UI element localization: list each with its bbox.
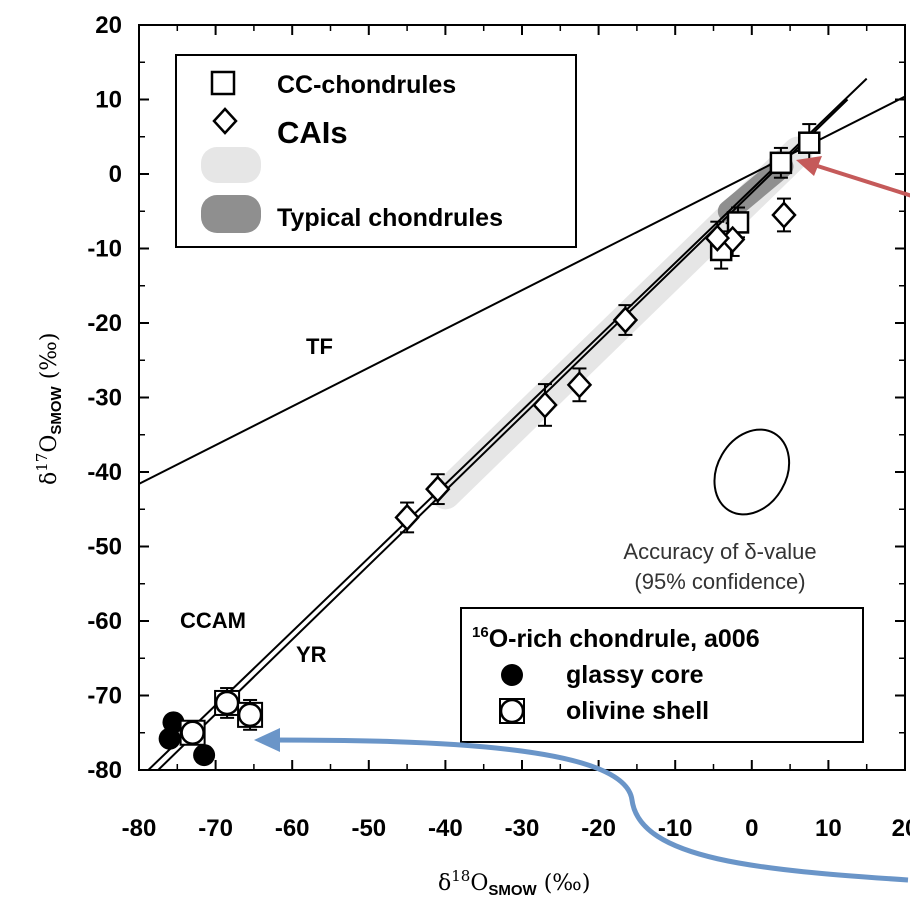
x-tick-label: -80 xyxy=(122,815,157,842)
x-tick-label: -60 xyxy=(275,815,310,842)
cai-point xyxy=(612,306,639,334)
cai-point xyxy=(532,391,558,419)
accuracy-note-line-1: Accuracy of δ-value xyxy=(623,539,816,564)
red-arrow xyxy=(807,161,910,198)
cai-point xyxy=(771,201,797,229)
legend-glassy-core: glassy core xyxy=(566,661,704,689)
legend-typical-chondrules: Typical chondrules xyxy=(277,204,503,232)
legend-bottom-title: 16O-rich chondrule, a006 xyxy=(472,624,760,653)
cai-point xyxy=(394,503,420,532)
x-tick-label: -50 xyxy=(351,815,386,842)
glassy-core-point xyxy=(193,744,216,767)
legend-olivine-shell: olivine shell xyxy=(566,697,709,725)
blue-arrowhead-icon xyxy=(254,728,280,752)
dark-band-swatch xyxy=(201,195,261,233)
red-arrowhead-icon xyxy=(796,156,822,176)
x-axis-title: δ18OSMOW (‰) xyxy=(438,867,590,899)
ccam-line xyxy=(146,77,868,770)
legend-bottom-box xyxy=(460,607,864,743)
olivine-shell-point xyxy=(214,690,240,716)
cai-point xyxy=(704,224,731,252)
cc-chondrule-point xyxy=(798,131,821,154)
square-marker-icon xyxy=(210,70,236,96)
cai-point xyxy=(566,370,593,399)
y-tick-label: 10 xyxy=(95,87,122,114)
olivine-shell-point xyxy=(180,720,205,745)
accuracy-note-line-2: (95% confidence) xyxy=(634,569,805,594)
filled-circle-marker-icon xyxy=(501,664,523,686)
olivine-shell-point xyxy=(237,702,263,728)
glassy-core-point xyxy=(158,727,181,750)
blue-arrow xyxy=(269,737,909,883)
y-tick-label: -70 xyxy=(87,683,122,710)
legend-bottom-title-rest: O-rich chondrule, a006 xyxy=(489,625,760,653)
yr-line-label: YR xyxy=(296,642,327,667)
tf-line-label: TF xyxy=(306,334,333,359)
cai-point xyxy=(425,475,451,503)
y-axis-title-group: δ17OSMOW (‰) xyxy=(33,333,65,485)
y-tick-label: 0 xyxy=(109,161,122,188)
legend-bottom-title-sup: 16 xyxy=(472,624,489,641)
legend-bottom: 16O-rich chondrule, a006 glassy core oli… xyxy=(460,607,864,743)
accuracy-ellipse xyxy=(713,428,791,516)
y-tick-label: -30 xyxy=(87,385,122,412)
x-tick-label: 10 xyxy=(815,815,842,842)
x-tick-label: 20 xyxy=(892,815,910,842)
cc-chondrule-point xyxy=(769,151,793,175)
y-tick-label: -50 xyxy=(87,534,122,561)
y-tick-label: -10 xyxy=(87,236,122,263)
glassy-core-point xyxy=(162,711,185,734)
legend-cc-chondrules: CC-chondrules xyxy=(277,71,456,99)
data-points xyxy=(158,131,821,767)
y-tick-label: -40 xyxy=(87,459,122,486)
axis-ticks: -80-70-60-50-40-30-20-100102020100-10-20… xyxy=(87,12,910,842)
y-axis-title: δ17OSMOW (‰) xyxy=(33,333,65,485)
x-tick-label: 0 xyxy=(745,815,758,842)
x-tick-label: -40 xyxy=(428,815,463,842)
y-tick-label: -20 xyxy=(87,310,122,337)
x-tick-label: -30 xyxy=(505,815,540,842)
x-tick-label: -70 xyxy=(198,815,233,842)
y-tick-label: -80 xyxy=(87,757,122,784)
diamond-marker-icon xyxy=(212,107,238,135)
light-band-swatch xyxy=(201,147,261,183)
ccam-line-label: CCAM xyxy=(180,608,246,633)
x-tick-label: -20 xyxy=(581,815,616,842)
legend-cais: CAIs xyxy=(277,115,348,150)
open-circle-marker-icon xyxy=(499,698,525,724)
y-tick-label: 20 xyxy=(95,12,122,39)
y-tick-label: -60 xyxy=(87,608,122,635)
legend-top: CC-chondrules CAIs Typical chondrules xyxy=(175,54,577,248)
